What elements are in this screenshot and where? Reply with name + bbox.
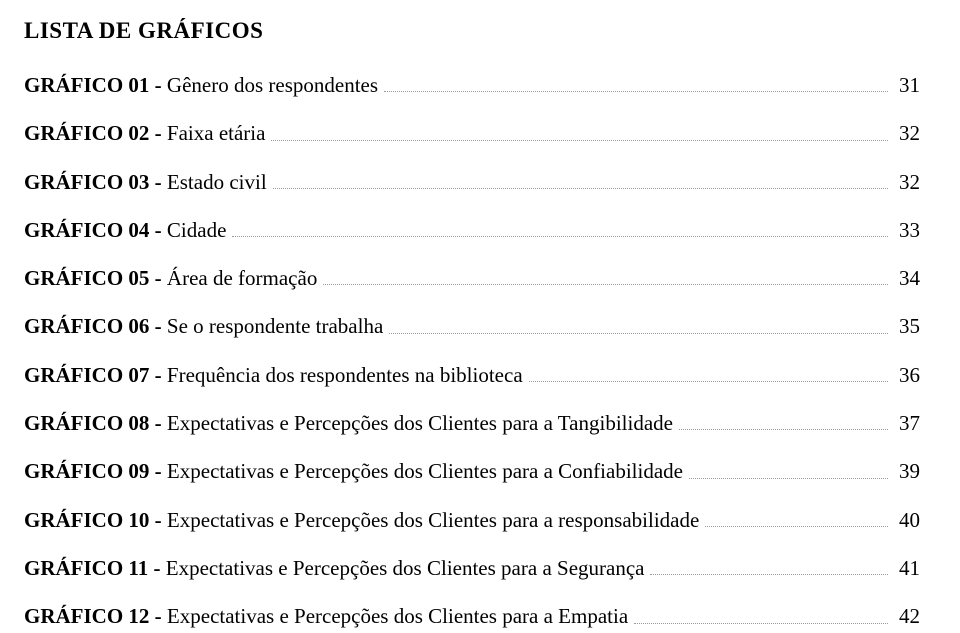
entry-page: 41: [894, 555, 920, 582]
dot-leader: [689, 477, 888, 479]
dot-leader: [323, 283, 888, 285]
entry-prefix: GRÁFICO 05 -: [24, 265, 167, 292]
dot-leader: [271, 139, 888, 141]
toc-entry: GRÁFICO 11 - Expectativas e Percepções d…: [24, 555, 920, 582]
entry-description: Área de formação: [167, 265, 317, 292]
dot-leader: [384, 90, 888, 92]
entry-description: Expectativas e Percepções dos Clientes p…: [166, 555, 645, 582]
entry-prefix: GRÁFICO 06 -: [24, 313, 167, 340]
entry-description: Cidade: [167, 217, 226, 244]
entry-prefix: GRÁFICO 07 -: [24, 362, 167, 389]
toc-entry: GRÁFICO 08 - Expectativas e Percepções d…: [24, 410, 920, 437]
dot-leader: [529, 380, 888, 382]
toc-entry: GRÁFICO 01 - Gênero dos respondentes 31: [24, 72, 920, 99]
entry-page: 36: [894, 362, 920, 389]
entry-prefix: GRÁFICO 08 -: [24, 410, 167, 437]
dot-leader: [232, 235, 888, 237]
entry-prefix: GRÁFICO 04 -: [24, 217, 167, 244]
entry-description: Expectativas e Percepções dos Clientes p…: [167, 507, 699, 534]
entry-page: 35: [894, 313, 920, 340]
dot-leader: [679, 428, 888, 430]
entry-page: 32: [894, 169, 920, 196]
dot-leader: [650, 573, 888, 575]
dot-leader: [273, 187, 888, 189]
entry-page: 31: [894, 72, 920, 99]
entries-container: GRÁFICO 01 - Gênero dos respondentes31GR…: [24, 72, 920, 633]
entry-description: Gênero dos respondentes: [167, 72, 378, 99]
entry-prefix: GRÁFICO 10 -: [24, 507, 167, 534]
toc-entry: GRÁFICO 06 - Se o respondente trabalha 35: [24, 313, 920, 340]
entry-page: 42: [894, 603, 920, 630]
dot-leader: [705, 525, 888, 527]
entry-description: Expectativas e Percepções dos Clientes p…: [167, 410, 673, 437]
entry-prefix: GRÁFICO 09 -: [24, 458, 167, 485]
entry-page: 40: [894, 507, 920, 534]
entry-description: Faixa etária: [167, 120, 266, 147]
toc-entry: GRÁFICO 05 - Área de formação 34: [24, 265, 920, 292]
entry-prefix: GRÁFICO 01 -: [24, 72, 167, 99]
toc-entry: GRÁFICO 07 - Frequência dos respondentes…: [24, 362, 920, 389]
list-title: LISTA DE GRÁFICOS: [24, 18, 920, 44]
entry-description: Estado civil: [167, 169, 267, 196]
entry-description: Expectativas e Percepções dos Clientes p…: [167, 458, 683, 485]
entry-page: 37: [894, 410, 920, 437]
entry-description: Expectativas e Percepções dos Clientes p…: [167, 603, 628, 630]
entry-page: 34: [894, 265, 920, 292]
toc-entry: GRÁFICO 10 - Expectativas e Percepções d…: [24, 507, 920, 534]
entry-description: Frequência dos respondentes na bibliotec…: [167, 362, 523, 389]
entry-prefix: GRÁFICO 11 -: [24, 555, 166, 582]
toc-entry: GRÁFICO 03 - Estado civil 32: [24, 169, 920, 196]
entry-page: 33: [894, 217, 920, 244]
toc-entry: GRÁFICO 04 - Cidade 33: [24, 217, 920, 244]
entry-prefix: GRÁFICO 03 -: [24, 169, 167, 196]
toc-entry: GRÁFICO 02 - Faixa etária 32: [24, 120, 920, 147]
entry-prefix: GRÁFICO 02 -: [24, 120, 167, 147]
toc-entry: GRÁFICO 12 - Expectativas e Percepções d…: [24, 603, 920, 630]
toc-entry: GRÁFICO 09 - Expectativas e Percepções d…: [24, 458, 920, 485]
entry-page: 32: [894, 120, 920, 147]
dot-leader: [634, 622, 888, 624]
entry-page: 39: [894, 458, 920, 485]
entry-description: Se o respondente trabalha: [167, 313, 383, 340]
dot-leader: [389, 332, 888, 334]
entry-prefix: GRÁFICO 12 -: [24, 603, 167, 630]
